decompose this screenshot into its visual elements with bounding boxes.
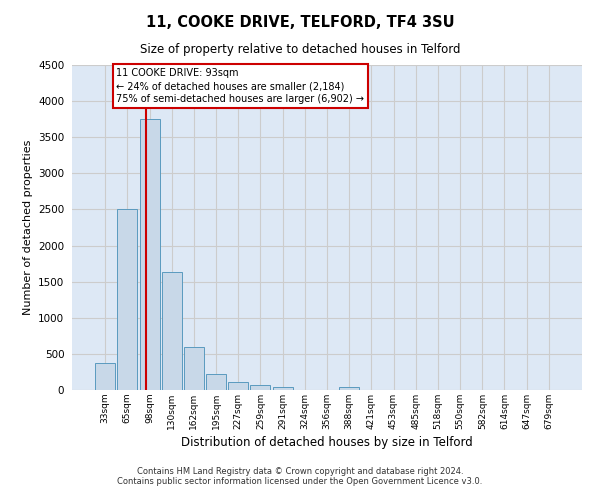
Bar bbox=[162, 272, 182, 390]
Bar bbox=[339, 387, 359, 390]
Bar bbox=[206, 374, 226, 390]
Bar bbox=[272, 387, 293, 390]
Bar bbox=[95, 364, 115, 390]
Bar bbox=[184, 348, 204, 390]
Bar bbox=[140, 119, 160, 390]
Y-axis label: Number of detached properties: Number of detached properties bbox=[23, 140, 32, 315]
Text: Size of property relative to detached houses in Telford: Size of property relative to detached ho… bbox=[140, 42, 460, 56]
Text: 11, COOKE DRIVE, TELFORD, TF4 3SU: 11, COOKE DRIVE, TELFORD, TF4 3SU bbox=[146, 15, 454, 30]
Bar bbox=[228, 382, 248, 390]
Text: 11 COOKE DRIVE: 93sqm
← 24% of detached houses are smaller (2,184)
75% of semi-d: 11 COOKE DRIVE: 93sqm ← 24% of detached … bbox=[116, 68, 364, 104]
Text: Contains public sector information licensed under the Open Government Licence v3: Contains public sector information licen… bbox=[118, 477, 482, 486]
X-axis label: Distribution of detached houses by size in Telford: Distribution of detached houses by size … bbox=[181, 436, 473, 449]
Text: Contains HM Land Registry data © Crown copyright and database right 2024.: Contains HM Land Registry data © Crown c… bbox=[137, 467, 463, 476]
Bar bbox=[250, 386, 271, 390]
Bar bbox=[118, 210, 137, 390]
